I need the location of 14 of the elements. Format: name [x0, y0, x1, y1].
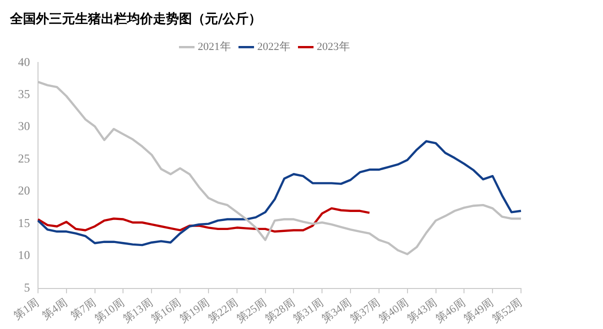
- x-tick-label: 第1周: [12, 296, 42, 322]
- y-tick-label: 30: [18, 119, 30, 134]
- y-tick-label: 5: [24, 280, 30, 294]
- legend-label: 2022年: [257, 40, 290, 53]
- legend-label: 2023年: [316, 40, 350, 53]
- y-tick-label: 25: [18, 151, 30, 166]
- y-tick-label: 10: [18, 248, 30, 262]
- chart-title: 全国外三元生猪出栏均价走势图（元/公斤）: [9, 11, 262, 28]
- y-tick-label: 40: [18, 54, 30, 69]
- y-tick-label: 20: [18, 184, 30, 198]
- x-tick-label: 第4周: [40, 296, 70, 322]
- y-tick-label: 15: [18, 216, 30, 230]
- y-tick-label: 35: [18, 86, 30, 101]
- legend-label: 2021年: [198, 40, 231, 53]
